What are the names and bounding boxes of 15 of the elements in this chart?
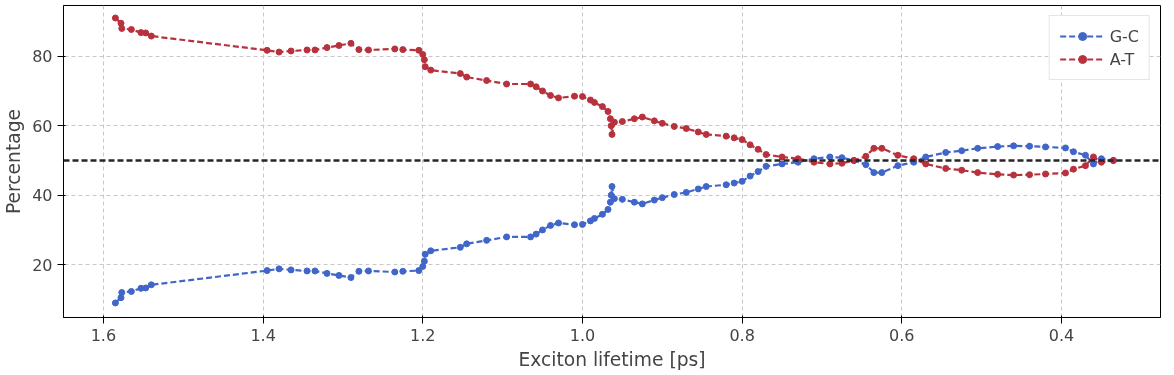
x-tick-label: 0.4 [1048, 325, 1075, 345]
y-tick-label: 60 [32, 116, 53, 136]
x-axis-title: Exciton lifetime [ps] [518, 348, 706, 370]
legend-label: G-C [1109, 26, 1139, 46]
y-tick-label: 80 [32, 47, 53, 67]
x-tick-label: 1.0 [569, 325, 596, 345]
x-tick-label: 1.2 [410, 325, 436, 345]
x-tick-label: 0.6 [889, 325, 915, 345]
x-tick-label: 1.6 [90, 325, 117, 345]
y-tick-label: 40 [32, 186, 53, 206]
y-axis-title: Percentage [3, 109, 25, 214]
y-tick-label: 20 [32, 255, 53, 275]
legend-label: A-T [1109, 49, 1135, 69]
x-tick-label: 0.8 [729, 325, 755, 345]
x-tick-label: 1.4 [250, 325, 276, 345]
